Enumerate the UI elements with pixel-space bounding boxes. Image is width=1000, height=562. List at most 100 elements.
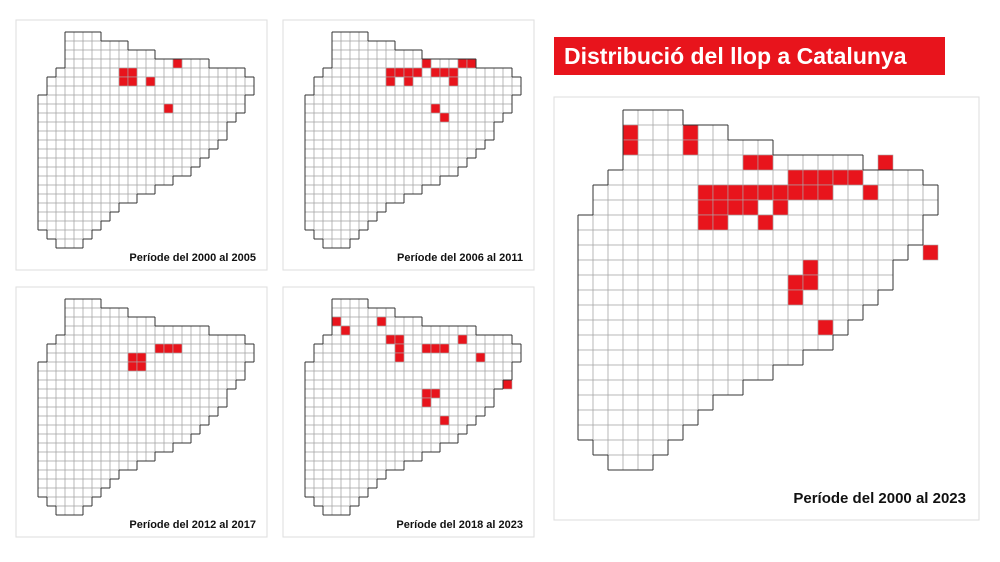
grid-cell xyxy=(376,175,387,186)
grid-cell xyxy=(73,415,84,426)
grid-cell xyxy=(109,130,120,141)
grid-cell xyxy=(892,214,909,231)
presence-cell xyxy=(394,334,405,345)
grid-cell xyxy=(421,76,432,87)
grid-cell xyxy=(772,169,789,186)
grid-cell xyxy=(331,76,342,87)
grid-cell xyxy=(466,325,477,336)
grid-cell xyxy=(682,379,699,396)
grid-cell xyxy=(109,325,120,336)
grid-cell xyxy=(448,58,459,69)
presence-cell xyxy=(877,154,894,171)
grid-cell xyxy=(109,460,120,471)
grid-cell xyxy=(742,139,759,156)
grid-cell xyxy=(322,424,333,435)
grid-cell xyxy=(475,85,486,96)
presence-cell xyxy=(697,184,714,201)
grid-cell xyxy=(73,49,84,60)
grid-cell xyxy=(163,139,174,150)
grid-cell xyxy=(421,139,432,150)
grid-cell xyxy=(331,193,342,204)
grid-cell xyxy=(37,478,48,489)
grid-cell xyxy=(349,406,360,417)
presence-cell xyxy=(802,274,819,291)
grid-cell xyxy=(37,424,48,435)
grid-cell xyxy=(340,175,351,186)
grid-cell xyxy=(145,397,156,408)
grid-cell xyxy=(466,406,477,417)
grid-cell xyxy=(82,433,93,444)
grid-cell xyxy=(304,451,315,462)
grid-cell xyxy=(100,76,111,87)
grid-cell xyxy=(46,103,57,114)
grid-cell xyxy=(154,76,165,87)
grid-cell xyxy=(592,229,609,246)
grid-cell xyxy=(457,76,468,87)
grid-cell xyxy=(37,397,48,408)
grid-cell xyxy=(172,139,183,150)
grid-cell xyxy=(46,379,57,390)
grid-cell xyxy=(742,364,759,381)
grid-cell xyxy=(475,334,486,345)
grid-cell xyxy=(109,442,120,453)
presence-cell xyxy=(172,343,183,354)
panel-label: Període del 2006 al 2011 xyxy=(397,252,523,264)
grid-cell xyxy=(622,244,639,261)
grid-cell xyxy=(862,214,879,231)
grid-cell xyxy=(349,229,360,240)
grid-cell xyxy=(394,361,405,372)
grid-cell xyxy=(127,94,138,105)
panel xyxy=(15,286,268,538)
grid-cell xyxy=(313,157,324,168)
grid-cell xyxy=(385,157,396,168)
grid-cell xyxy=(421,94,432,105)
grid-cell xyxy=(394,139,405,150)
grid-cell xyxy=(55,193,66,204)
grid-cell xyxy=(607,214,624,231)
grid-cell xyxy=(181,343,192,354)
presence-cell xyxy=(421,58,432,69)
grid-cell xyxy=(403,352,414,363)
grid-cell xyxy=(136,112,147,123)
grid-cell xyxy=(358,469,369,480)
grid-cell xyxy=(226,112,237,123)
grid-cell xyxy=(484,352,495,363)
grid-cell xyxy=(862,289,879,306)
grid-cell xyxy=(55,361,66,372)
grid-cell xyxy=(340,157,351,168)
grid-cell xyxy=(394,433,405,444)
grid-cell xyxy=(37,415,48,426)
grid-cell xyxy=(484,397,495,408)
grid-cell xyxy=(394,415,405,426)
grid-cell xyxy=(652,304,669,321)
grid-cell xyxy=(832,154,849,171)
grid-cell xyxy=(403,139,414,150)
grid-cell xyxy=(457,67,468,78)
grid-cell xyxy=(55,85,66,96)
grid-cell xyxy=(712,319,729,336)
grid-cell xyxy=(154,175,165,186)
grid-cell xyxy=(493,103,504,114)
grid-cell xyxy=(64,85,75,96)
grid-cell xyxy=(118,352,129,363)
grid-cell xyxy=(73,193,84,204)
grid-cell xyxy=(727,229,744,246)
grid-cell xyxy=(136,175,147,186)
grid-cell xyxy=(37,211,48,222)
grid-cell xyxy=(667,289,684,306)
grid-cell xyxy=(82,94,93,105)
grid-cell xyxy=(37,433,48,444)
grid-cell xyxy=(145,103,156,114)
grid-cell xyxy=(340,31,351,42)
grid-cell xyxy=(37,220,48,231)
grid-cell xyxy=(199,388,210,399)
grid-cell xyxy=(304,469,315,480)
grid-cell xyxy=(637,154,654,171)
grid-cell xyxy=(376,148,387,159)
grid-cell xyxy=(64,388,75,399)
grid-cell xyxy=(607,409,624,426)
grid-cell xyxy=(217,112,228,123)
grid-cell xyxy=(439,406,450,417)
grid-cell xyxy=(439,148,450,159)
grid-cell xyxy=(82,67,93,78)
